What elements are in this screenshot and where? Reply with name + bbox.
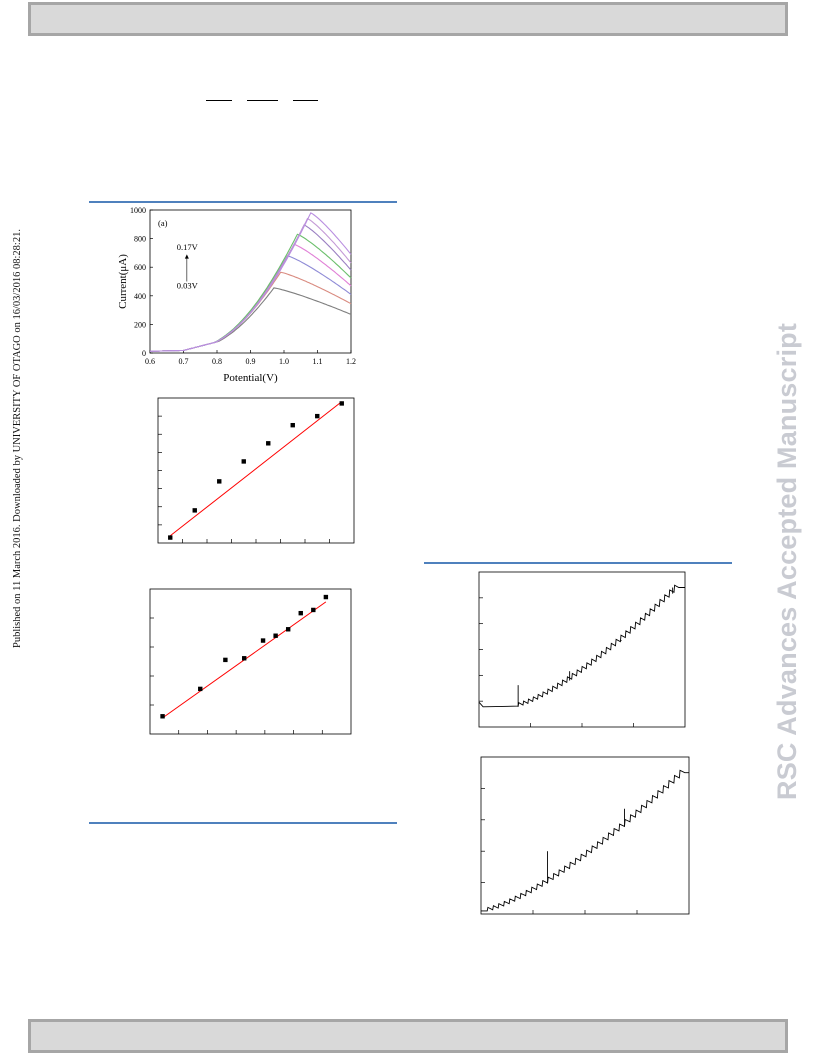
annotation-high: 0.17V [177, 242, 199, 252]
data-point [192, 508, 197, 513]
data-point [315, 413, 320, 419]
plot-frame [157, 397, 355, 544]
data-point [217, 479, 222, 484]
fraction-bar [247, 100, 278, 101]
page-header-bar [28, 2, 788, 36]
y-tick-label: 800 [134, 235, 146, 244]
y-tick-label: 0 [142, 349, 146, 358]
data-point [323, 594, 329, 600]
data-point [298, 610, 303, 616]
x-tick-label: 1.0 [279, 357, 289, 366]
journal-watermark: RSC Advances Accepted Manuscript [772, 322, 802, 800]
amperometric-chart-1 [478, 571, 686, 728]
fit-line [169, 401, 343, 537]
current-trace [481, 769, 689, 912]
y-tick-label: 600 [134, 263, 146, 272]
data-point [160, 714, 165, 719]
x-tick-label: 0.8 [212, 357, 222, 366]
figure-top-rule-right [424, 562, 732, 564]
linear-fit-chart-1 [157, 397, 355, 544]
amperometric-chart-2 [480, 756, 690, 915]
data-point [260, 638, 266, 643]
x-tick-label: 1.2 [346, 357, 356, 366]
current-trace [478, 584, 685, 708]
y-tick-label: 400 [134, 292, 146, 301]
download-notice: Published on 11 March 2016. Downloaded b… [12, 229, 23, 648]
cv-curve [149, 212, 352, 352]
figure-bottom-rule [89, 822, 397, 824]
figure-top-rule [89, 201, 397, 203]
plot-frame [480, 756, 690, 915]
cv-curves-chart: 0.6 0.7 0.8 0.9 1.0 1.1 1.2 0 200 400 600 800 1000 Po… [117, 206, 356, 384]
data-point [266, 441, 271, 446]
x-tick-label: 0.9 [246, 357, 256, 366]
x-tick-label: 1.1 [313, 357, 323, 366]
y-tick-label: 200 [134, 320, 146, 329]
linear-fit-chart-2 [149, 588, 352, 735]
x-tick-label: 0.7 [179, 357, 189, 366]
cv-curve [149, 255, 352, 352]
fraction-bar [293, 100, 318, 101]
annotation-low: 0.03V [177, 281, 199, 291]
data-point [168, 535, 173, 540]
data-point [285, 627, 291, 632]
annotation-arrowhead [184, 254, 189, 259]
x-tick-label: 0.6 [145, 357, 155, 366]
y-axis-label: Current(μA) [117, 254, 129, 309]
data-point [223, 657, 228, 663]
data-point [198, 686, 203, 692]
plot-frame [478, 571, 686, 728]
plot-frame [149, 588, 352, 735]
data-point [242, 656, 247, 661]
fraction-bar [206, 100, 232, 101]
cv-curve [149, 287, 352, 352]
data-point [290, 422, 295, 428]
data-point [311, 607, 316, 613]
panel-label: (a) [158, 218, 168, 228]
data-point [273, 633, 278, 638]
page-footer-bar [28, 1019, 788, 1053]
x-axis-label: Potential(V) [223, 372, 278, 384]
y-tick-label: 1000 [130, 206, 146, 215]
cv-curve [149, 243, 352, 352]
data-point [241, 459, 246, 464]
data-point [339, 401, 344, 406]
